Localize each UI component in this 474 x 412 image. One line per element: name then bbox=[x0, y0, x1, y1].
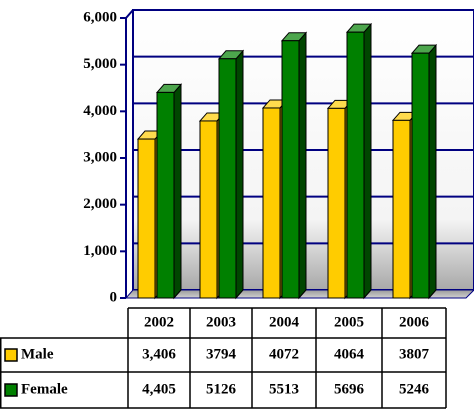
y-axis-top bbox=[125, 9, 134, 19]
legend-swatch bbox=[4, 348, 18, 362]
x-tick-label: 2002 bbox=[144, 314, 174, 330]
bar-front bbox=[327, 107, 346, 299]
bar-side bbox=[173, 83, 182, 300]
y-tick-label: 1,000 bbox=[83, 243, 117, 259]
data-label: 4064 bbox=[334, 346, 365, 362]
bar bbox=[155, 83, 183, 300]
y-tick-label: 2,000 bbox=[83, 196, 117, 212]
legend-swatch bbox=[4, 383, 18, 397]
y-tick-label: 3,000 bbox=[83, 149, 117, 165]
data-label: 5696 bbox=[334, 381, 365, 397]
bar-side bbox=[363, 22, 372, 300]
bar-side bbox=[298, 31, 307, 300]
data-label: 3794 bbox=[206, 346, 237, 362]
bar bbox=[410, 43, 438, 300]
y-tick-label: 6,000 bbox=[83, 9, 117, 25]
bar-front bbox=[262, 107, 281, 299]
legend-label: Male bbox=[21, 346, 54, 362]
data-label: 5126 bbox=[206, 381, 237, 397]
y-tick-label: 0 bbox=[110, 289, 118, 305]
bar-front bbox=[199, 120, 218, 299]
x-tick-label: 2006 bbox=[399, 314, 430, 330]
y-tick-label: 5,000 bbox=[83, 56, 117, 72]
bar-front bbox=[281, 40, 300, 299]
bar-front bbox=[346, 31, 365, 299]
x-tick-label: 2004 bbox=[269, 314, 300, 330]
bar bbox=[345, 22, 373, 300]
bar-front bbox=[392, 119, 411, 299]
bar bbox=[217, 49, 245, 300]
legend-label: Female bbox=[21, 381, 68, 397]
bar bbox=[280, 31, 308, 300]
data-label: 3,406 bbox=[142, 346, 176, 362]
data-label: 5513 bbox=[269, 381, 299, 397]
bar-front bbox=[156, 91, 175, 299]
bar-front bbox=[411, 52, 430, 299]
bar-front bbox=[137, 138, 156, 299]
bar-side bbox=[235, 49, 244, 300]
data-label: 4072 bbox=[269, 346, 299, 362]
bar-front bbox=[218, 58, 237, 299]
x-tick-label: 2003 bbox=[206, 314, 236, 330]
y-tick-label: 4,000 bbox=[83, 103, 117, 119]
data-label: 5246 bbox=[399, 381, 430, 397]
data-label: 4,405 bbox=[142, 381, 176, 397]
x-tick-label: 2005 bbox=[334, 314, 364, 330]
bar-side bbox=[428, 43, 437, 300]
data-label: 3807 bbox=[399, 346, 430, 362]
